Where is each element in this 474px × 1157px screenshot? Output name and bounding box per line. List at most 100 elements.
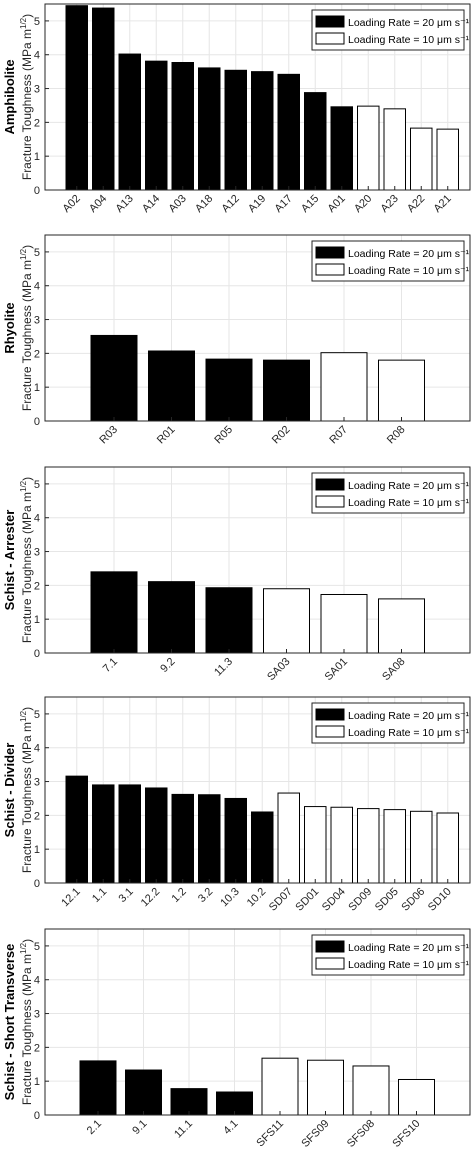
y-tick-label: 2 — [34, 348, 40, 360]
legend-label-20: Loading Rate = 20 μm s⁻¹ — [348, 480, 470, 492]
y-tick-label: 4 — [34, 975, 40, 987]
x-tick-label: R05 — [212, 424, 235, 447]
group-label: Schist - Short Transverse — [2, 944, 17, 1101]
bar-A17 — [277, 73, 300, 191]
y-tick-label: 3 — [34, 84, 40, 96]
x-tick-label: 11.1 — [172, 1118, 195, 1141]
x-tick-label: 9.1 — [130, 1118, 149, 1137]
x-tick-label: SD09 — [346, 886, 374, 914]
y-axis-label-exponent: 1/2 — [19, 710, 28, 722]
bar-R05 — [205, 358, 253, 422]
legend-label-20: Loading Rate = 20 μm s⁻¹ — [348, 942, 470, 954]
y-tick-label: 2 — [34, 1042, 40, 1054]
x-tick-label: 9.2 — [158, 656, 177, 675]
y-tick-label: 4 — [34, 50, 40, 62]
group-label: Schist - Arrester — [2, 510, 17, 611]
chart-panel-3: 0 1 2 3 4 5 7.1 9.2 11.3 SA03 SA01 SA08 Fracture Tou… — [2, 466, 471, 684]
legend-label-10: Loading Rate = 10 μm s⁻¹ — [348, 497, 470, 509]
bar-SD06 — [410, 810, 433, 884]
legend-swatch-20 — [315, 478, 345, 491]
axes-box — [44, 234, 471, 422]
x-tick-label: A12 — [220, 193, 242, 215]
y-tick-label: 1 — [34, 151, 40, 163]
y-tick-label: 2 — [34, 580, 40, 592]
x-tick-label: 1.1 — [90, 886, 109, 905]
x-tick-label: SA08 — [380, 656, 408, 684]
y-tick-label: 3 — [34, 1009, 40, 1021]
y-axis-label-text: Fracture Toughness (MPa m — [20, 722, 34, 873]
axes-box — [44, 3, 471, 191]
bar-R07 — [320, 352, 368, 422]
bar-SD10 — [436, 812, 459, 884]
x-tick-label: 3.2 — [196, 886, 215, 905]
bar-12.1 — [65, 775, 88, 884]
y-tick-label: 5 — [34, 16, 40, 28]
x-tick-label: SD04 — [320, 886, 348, 914]
y-axis-label: Fracture Toughness (MPa m1/2) — [19, 939, 34, 1105]
y-axis-label: Fracture Toughness (MPa m1/2) — [19, 245, 34, 411]
bar-R02 — [263, 359, 310, 422]
bar-A21 — [436, 128, 459, 191]
legend-swatch-20 — [315, 15, 345, 28]
y-tick-label: 5 — [34, 941, 40, 953]
x-tick-label: 12.2 — [139, 886, 163, 910]
chart-panel-5: 0 1 2 3 4 5 2.1 9.1 11.1 4.1 SFS11 SFS09 SFS08 SFS10 F… — [2, 928, 471, 1150]
bar-3.2 — [198, 794, 221, 884]
x-tick-label: R03 — [97, 424, 120, 447]
bar-SD01 — [304, 806, 327, 884]
bar-A02 — [65, 5, 88, 191]
bar-A03 — [171, 62, 194, 191]
bar-3.1 — [118, 784, 141, 884]
x-tick-label: A19 — [246, 193, 268, 215]
bar-A20 — [357, 105, 380, 191]
bar-A13 — [118, 53, 141, 191]
x-tick-label: SA01 — [323, 656, 351, 684]
x-tick-label: 3.1 — [117, 886, 136, 905]
x-tick-label: 10.3 — [218, 886, 242, 910]
x-tick-label: SFS11 — [254, 1118, 286, 1150]
group-label: Rhyolite — [2, 302, 17, 353]
y-axis-label-exponent: 1/2 — [19, 480, 28, 492]
bar-A14 — [145, 60, 168, 191]
bar-9.2 — [148, 581, 195, 654]
bar-R03 — [90, 334, 138, 422]
y-tick-label: 4 — [34, 513, 40, 525]
y-tick-label: 3 — [34, 777, 40, 789]
y-axis-label-close: ) — [20, 245, 34, 249]
x-tick-label: A18 — [193, 193, 215, 215]
bar-A04 — [92, 7, 115, 191]
x-tick-label: A14 — [140, 193, 162, 215]
bar-10.3 — [224, 797, 247, 884]
x-tick-label: A20 — [352, 193, 374, 215]
legend-label-10: Loading Rate = 10 μm s⁻¹ — [348, 727, 470, 739]
bar-A01 — [330, 106, 353, 191]
bar-9.1 — [125, 1069, 162, 1116]
y-axis-label: Fracture Toughness (MPa m1/2) — [19, 14, 34, 180]
bar-R08 — [378, 359, 425, 422]
y-axis-label-close: ) — [20, 477, 34, 481]
y-tick-label: 2 — [34, 810, 40, 822]
x-tick-label: SD06 — [399, 886, 427, 914]
axes-box — [44, 466, 471, 654]
legend-label-20: Loading Rate = 20 μm s⁻¹ — [348, 17, 470, 29]
legend-swatch-20 — [315, 940, 345, 953]
x-tick-label: A17 — [273, 193, 295, 215]
y-axis-label: Fracture Toughness (MPa m1/2) — [19, 707, 34, 873]
y-tick-label: 0 — [34, 1110, 40, 1122]
y-tick-label: 1 — [34, 844, 40, 856]
bar-A19 — [251, 71, 274, 191]
x-tick-label: 12.1 — [59, 886, 83, 910]
legend-label-20: Loading Rate = 20 μm s⁻¹ — [348, 710, 470, 722]
legend-label-10: Loading Rate = 10 μm s⁻¹ — [348, 265, 470, 277]
bar-A12 — [224, 69, 247, 191]
group-label: Amphibolite — [2, 59, 17, 134]
x-tick-label: 4.1 — [221, 1118, 240, 1137]
legend-swatch-10 — [315, 495, 345, 508]
y-axis-label-exponent: 1/2 — [19, 248, 28, 260]
x-tick-label: A22 — [405, 193, 427, 215]
chart-panel-2: 0 1 2 3 4 5 R03 R01 R05 R02 R07 R08 Fracture Toughne… — [2, 234, 471, 447]
y-tick-label: 4 — [34, 743, 40, 755]
y-axis-label-exponent: 1/2 — [19, 17, 28, 29]
